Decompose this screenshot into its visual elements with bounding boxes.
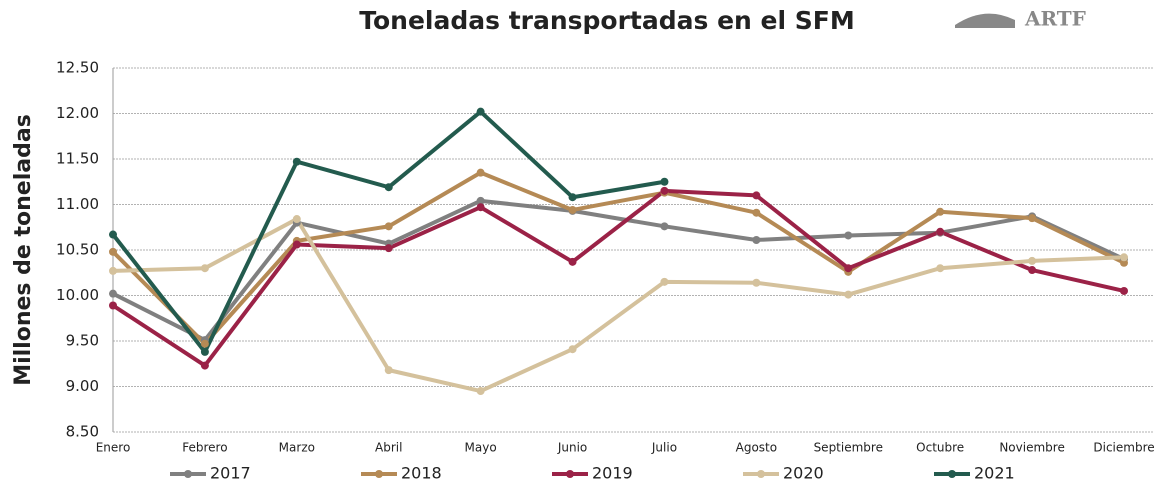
legend-label: 2021 <box>974 464 1015 483</box>
legend-marker <box>566 470 574 478</box>
x-tick-label: Enero <box>96 441 131 455</box>
x-tick-label: Septiembre <box>814 441 883 455</box>
legend-label: 2018 <box>401 464 442 483</box>
logo-shape <box>955 13 1015 28</box>
y-tick-label: 9.00 <box>66 377 99 395</box>
data-point <box>660 222 669 231</box>
data-point <box>660 277 669 286</box>
legend-marker <box>184 470 192 478</box>
data-point <box>936 227 945 236</box>
data-point <box>476 168 485 177</box>
data-point <box>109 247 117 256</box>
y-tick-label: 11.50 <box>56 150 99 168</box>
x-tick-label: Mayo <box>465 441 497 455</box>
x-tick-label: Marzo <box>279 441 315 455</box>
data-point <box>1120 286 1128 295</box>
data-point <box>476 107 485 116</box>
series-line <box>111 188 1125 368</box>
data-point <box>292 240 301 249</box>
x-tick-label: Octubre <box>916 441 964 455</box>
data-point <box>568 193 577 202</box>
data-point <box>752 191 761 200</box>
data-point <box>1120 253 1128 262</box>
series-line <box>111 170 1125 346</box>
data-point <box>844 264 853 273</box>
data-point <box>476 196 485 205</box>
data-point <box>384 183 393 192</box>
series-line <box>111 109 665 354</box>
data-point <box>936 264 945 273</box>
x-tick-label: Junio <box>557 441 587 455</box>
x-tick-label: Noviembre <box>999 441 1065 455</box>
data-point <box>752 235 761 244</box>
data-point <box>200 339 209 348</box>
data-point <box>844 231 853 240</box>
x-tick-label: Diciembre <box>1093 441 1154 455</box>
legend-label: 2017 <box>210 464 251 483</box>
data-point <box>200 361 209 370</box>
data-point <box>200 264 209 273</box>
y-tick-label: 9.50 <box>66 332 99 350</box>
x-tick-label: Julio <box>651 441 677 455</box>
data-point <box>109 301 117 310</box>
y-tick-label: 10.50 <box>56 241 99 259</box>
logo: ARTF <box>955 7 1086 31</box>
x-tick-label: Agosto <box>736 441 777 455</box>
y-tick-label: 10.00 <box>56 286 99 304</box>
legend-marker <box>375 470 383 478</box>
y-tick-label: 8.50 <box>66 423 99 441</box>
series-line <box>112 217 1125 394</box>
data-point <box>936 207 945 216</box>
data-point <box>109 289 117 298</box>
data-point <box>384 244 393 253</box>
chart-title: Toneladas transportadas en el SFM <box>359 6 855 35</box>
data-point <box>660 177 669 186</box>
data-point <box>1028 266 1037 275</box>
data-point <box>292 157 301 166</box>
data-point <box>109 230 117 239</box>
y-tick-label: 11.00 <box>56 195 99 213</box>
y-tick-label: 12.50 <box>56 59 99 77</box>
legend-label: 2019 <box>592 464 633 483</box>
legend-marker <box>948 470 956 478</box>
legend-label: 2020 <box>783 464 824 483</box>
data-point <box>384 222 393 231</box>
data-point <box>660 186 669 195</box>
data-point <box>476 203 485 212</box>
data-point <box>752 278 761 287</box>
data-point <box>292 215 301 224</box>
x-tick-label: Febrero <box>182 441 227 455</box>
data-point <box>752 208 761 217</box>
data-point <box>384 366 393 375</box>
x-tick-label: Abril <box>375 441 402 455</box>
data-point <box>1028 214 1037 223</box>
data-point <box>844 290 853 299</box>
y-axis-label: Millones de toneladas <box>11 114 36 386</box>
data-point <box>109 266 117 275</box>
data-point <box>568 257 577 266</box>
y-tick-label: 12.00 <box>56 104 99 122</box>
data-point <box>200 347 209 356</box>
data-point <box>568 205 577 214</box>
series-line <box>112 198 1125 343</box>
data-point <box>568 345 577 354</box>
data-point <box>476 387 485 396</box>
data-point <box>1028 256 1037 265</box>
logo-text: ARTF <box>1024 7 1086 31</box>
legend-marker <box>757 470 765 478</box>
